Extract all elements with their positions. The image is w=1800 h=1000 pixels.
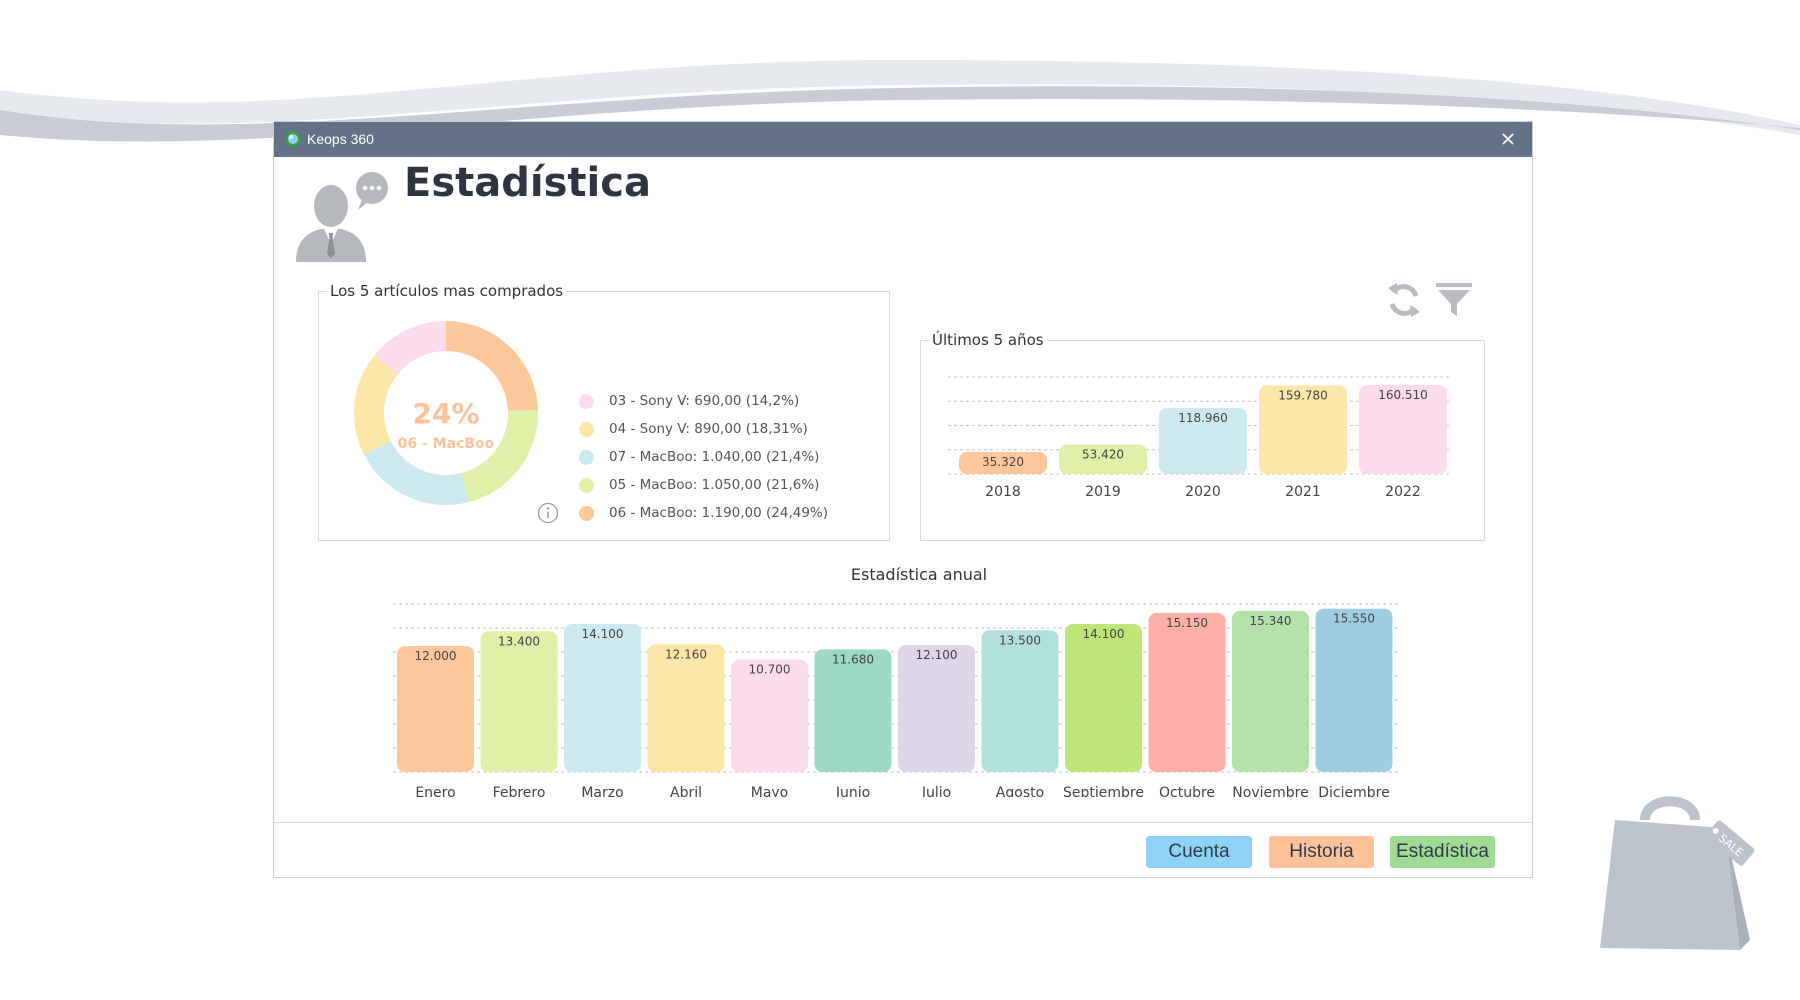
- annual-chart-title: Estadística anual: [850, 565, 988, 584]
- category-label: Junio: [835, 785, 870, 797]
- bar-value-label: 12.000: [415, 649, 457, 663]
- donut-center-percent: 24%: [412, 397, 479, 430]
- bar-value-label: 15.340: [1250, 614, 1292, 628]
- footer-divider: [274, 822, 1532, 823]
- category-label: 2021: [1285, 484, 1321, 500]
- bar: [1059, 444, 1147, 474]
- legend-item: 03 - Sony V: 690,00 (14,2%): [579, 387, 828, 415]
- category-label: Agosto: [996, 785, 1044, 797]
- filter-icon[interactable]: [1435, 282, 1473, 318]
- refresh-icon[interactable]: [1385, 281, 1423, 319]
- bar: [1359, 385, 1447, 474]
- window-title: Keops 360: [307, 131, 374, 147]
- donut-slice: [364, 441, 469, 505]
- bar-value-label: 12.100: [916, 648, 958, 662]
- top5-group-title: Los 5 artículos mas comprados: [327, 282, 567, 300]
- bar-value-label: 53.420: [1082, 447, 1124, 461]
- title-bar: Keops 360: [274, 122, 1532, 157]
- bar-value-label: 15.550: [1333, 612, 1375, 626]
- bar: [1315, 608, 1393, 772]
- legend-swatch: [579, 393, 594, 409]
- legend-label: 06 - MacBoo: 1.190,00 (24,49%): [609, 505, 829, 521]
- page-title: Estadística: [404, 160, 651, 206]
- category-label: Noviembre: [1232, 785, 1308, 797]
- shopping-bag-sale-icon: SALE: [1600, 796, 1755, 950]
- cuenta-button[interactable]: Cuenta: [1146, 836, 1252, 868]
- bar-value-label: 14.100: [1083, 627, 1125, 641]
- bar-value-label: 10.700: [749, 663, 791, 677]
- category-label: Diciembre: [1318, 785, 1389, 797]
- category-label: Octubre: [1159, 785, 1215, 797]
- bar: [1148, 612, 1226, 772]
- legend-label: 05 - MacBoo: 1.050,00 (21,6%): [609, 477, 820, 493]
- category-label: Marzo: [581, 785, 623, 797]
- legend-swatch: [579, 477, 594, 493]
- bar: [647, 644, 725, 772]
- legend-label: 07 - MacBoo: 1.040,00 (21,4%): [609, 449, 820, 465]
- legend-label: 03 - Sony V: 690,00 (14,2%): [609, 393, 800, 409]
- donut-center-label: 06 - MacBoo: [398, 436, 495, 452]
- bar: [397, 646, 474, 772]
- category-label: 2018: [985, 484, 1021, 500]
- donut-slice: [461, 410, 538, 503]
- app-window: Keops 360 Estadística Los 5 artículos ma…: [273, 121, 1533, 878]
- category-label: Enero: [415, 785, 455, 797]
- category-label: Septiembre: [1063, 785, 1144, 797]
- legend-swatch: [579, 505, 594, 521]
- bar: [814, 649, 892, 772]
- bar-value-label: 35.320: [982, 455, 1024, 469]
- legend-swatch: [579, 449, 594, 465]
- estadistica-button[interactable]: Estadística: [1390, 836, 1495, 868]
- app-logo-icon: [285, 131, 301, 147]
- bar: [731, 659, 808, 772]
- bar: [1065, 623, 1142, 772]
- category-label: Mayo: [751, 785, 789, 797]
- top5-groupbox: Los 5 artículos mas comprados 24% 06 - M…: [318, 282, 890, 541]
- bar-value-label: 12.160: [665, 647, 707, 661]
- legend-item: 04 - Sony V: 890,00 (18,31%): [579, 415, 828, 443]
- bar: [564, 623, 641, 772]
- bar-value-label: 118.960: [1178, 411, 1228, 425]
- donut-slice: [374, 321, 446, 375]
- category-label: 2022: [1385, 484, 1421, 500]
- legend-item: 05 - MacBoo: 1.050,00 (21,6%): [579, 471, 828, 499]
- bar: [959, 452, 1047, 474]
- bar-value-label: 11.680: [832, 652, 874, 666]
- legend-swatch: [579, 421, 594, 437]
- info-icon[interactable]: [537, 502, 559, 524]
- bar-value-label: 160.510: [1378, 388, 1428, 402]
- bar-value-label: 159.780: [1278, 388, 1328, 402]
- bar-value-label: 13.400: [498, 634, 540, 648]
- category-label: Abril: [670, 785, 702, 797]
- bar-value-label: 15.150: [1166, 616, 1208, 630]
- close-icon[interactable]: [1498, 129, 1518, 149]
- years-bar-chart: 35.320 2018 53.420 2019 118.960 2020 159.780 20…: [948, 376, 1451, 500]
- bar: [1232, 610, 1309, 772]
- bar: [1259, 385, 1347, 474]
- bar: [981, 630, 1059, 772]
- category-label: 2020: [1185, 484, 1221, 500]
- legend-item: 07 - MacBoo: 1.040,00 (21,4%): [579, 443, 828, 471]
- category-label: Febrero: [493, 785, 546, 797]
- years-group-title: Últimos 5 años: [929, 331, 1047, 349]
- bar: [1159, 408, 1247, 474]
- category-label: Julio: [921, 785, 951, 797]
- annual-bar-chart: 12.000 Enero 13.400 Febrero 14.100 Marzo 12.16…: [393, 603, 1399, 797]
- legend-label: 04 - Sony V: 890,00 (18,31%): [609, 421, 808, 437]
- bar-value-label: 13.500: [999, 633, 1041, 647]
- user-chat-icon: [296, 172, 388, 262]
- bar-value-label: 14.100: [582, 627, 624, 641]
- category-label: 2019: [1085, 484, 1121, 500]
- donut-slice: [354, 355, 398, 455]
- legend-item: 06 - MacBoo: 1.190,00 (24,49%): [579, 499, 828, 527]
- top5-donut-chart: 24% 06 - MacBoo: [354, 321, 538, 505]
- bar: [480, 631, 558, 772]
- years-groupbox: Últimos 5 años 35.320 2018 53.420 2019 118.9…: [920, 331, 1485, 541]
- bar: [898, 644, 975, 772]
- historia-button[interactable]: Historia: [1269, 836, 1374, 868]
- top5-legend: 03 - Sony V: 690,00 (14,2%) 04 - Sony V: …: [579, 387, 828, 527]
- donut-slice: [446, 321, 538, 411]
